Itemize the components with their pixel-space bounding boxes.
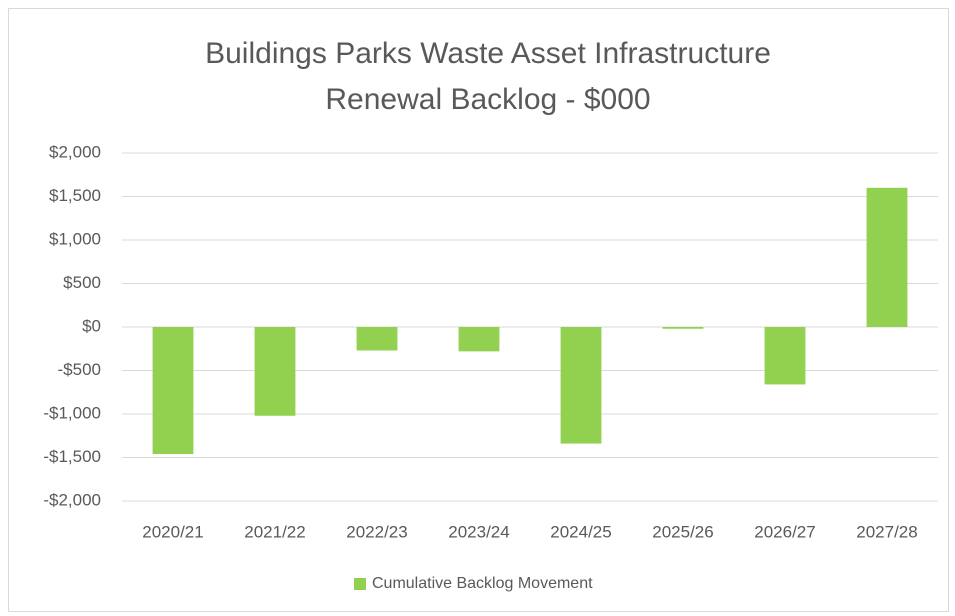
legend-label: Cumulative Backlog Movement <box>372 575 593 592</box>
bar <box>560 327 602 444</box>
bar <box>764 327 806 385</box>
y-tick-label: $0 <box>82 316 101 335</box>
x-tick-label: 2026/27 <box>754 522 815 541</box>
y-tick-label: -$1,500 <box>43 447 101 466</box>
bar <box>356 327 398 351</box>
y-tick-label: $500 <box>63 273 101 292</box>
x-tick-label: 2025/26 <box>652 522 713 541</box>
chart-border <box>8 8 949 612</box>
y-tick-label: -$2,000 <box>43 490 101 509</box>
x-tick-label: 2020/21 <box>142 522 203 541</box>
x-tick-label: 2024/25 <box>550 522 611 541</box>
x-tick-label: 2023/24 <box>448 522 509 541</box>
y-tick-label: -$500 <box>58 360 101 379</box>
bar <box>152 327 194 455</box>
y-tick-label: $2,000 <box>49 142 101 161</box>
x-tick-label: 2022/23 <box>346 522 407 541</box>
bar <box>458 327 500 352</box>
y-tick-label: $1,000 <box>49 229 101 248</box>
x-tick-label: 2021/22 <box>244 522 305 541</box>
y-tick-label: -$1,000 <box>43 403 101 422</box>
bar <box>662 327 704 329</box>
chart-title: Renewal Backlog - $000 <box>325 83 650 116</box>
chart-title: Buildings Parks Waste Asset Infrastructu… <box>205 37 771 70</box>
legend-swatch <box>354 578 366 590</box>
x-tick-label: 2027/28 <box>856 522 917 541</box>
bar <box>866 187 908 327</box>
y-tick-label: $1,500 <box>49 186 101 205</box>
bar <box>254 327 296 416</box>
